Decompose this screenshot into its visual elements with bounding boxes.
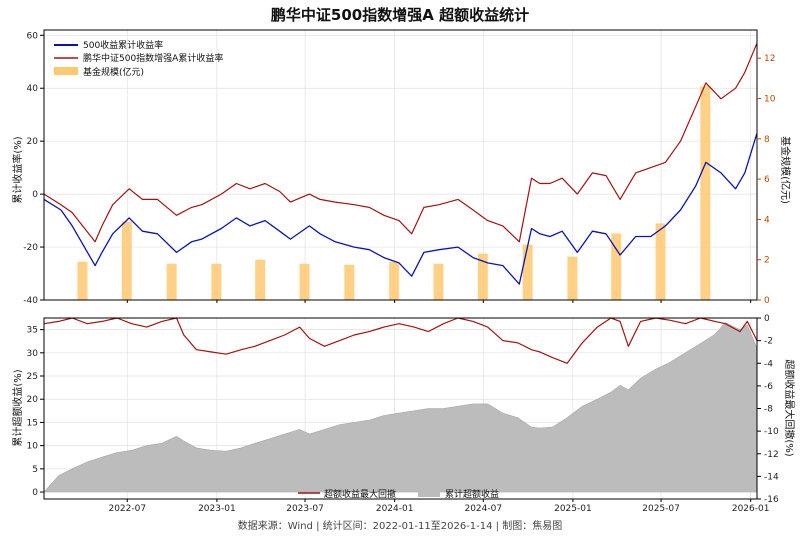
legend-label-excess: 累计超额收益 [445,488,499,500]
tick-label-x: 2023-07 [286,504,324,514]
top-plot-frame [43,29,758,301]
bottom-drawdown-line [43,317,758,364]
legend-label-fund: 鹏华中证500指数增强A累计收益率 [83,52,223,64]
tick-label-x: 2024-07 [464,504,502,514]
legend-swatch-excess [418,489,440,497]
fund-size-bar [121,221,132,300]
tick-label-y2: 0 [764,296,770,306]
tick-label-y: 10 [27,442,39,452]
tick-label-y: 35 [27,326,38,336]
tick-label-y2: 2 [764,256,770,266]
fund-size-bar [522,244,533,300]
tick-label-y: 20 [27,395,39,405]
top-legend: 500收益累计收益率 鹏华中证500指数增强A累计收益率 基金规模(亿元) [54,39,223,78]
tick-label-y2: -16 [764,495,779,505]
tick-label-y: 0 [32,190,38,200]
tick-label-y: 60 [27,31,39,41]
tick-label-x: 2022-07 [108,504,146,514]
tick-label-y2: 6 [764,175,770,185]
tick-label-y2: 12 [764,54,775,64]
tick-label-y2: -12 [764,450,779,460]
legend-label-500: 500收益累计收益率 [83,39,163,51]
tick-label-y2: -8 [764,405,773,415]
bottom-ylabel: 累计超额收益(%) [11,369,24,446]
drawdown-line [43,317,758,364]
tick-label-x: 2026-01 [732,504,770,514]
tick-label-y: 25 [27,372,38,382]
tick-label-x: 2025-07 [642,504,680,514]
top-axis-ticks: -40 -20 0 20 40 60 0 2 4 6 8 10 12 [23,31,775,306]
chart-title: 鹏华中证500指数增强A 超额收益统计 [271,6,529,24]
tick-label-y: 0 [32,488,38,498]
tick-label-y: 40 [27,84,39,94]
fund-size-bar [477,253,488,300]
fund-size-bar [700,86,711,300]
tick-label-y: -40 [23,296,38,306]
tick-label-y2: 4 [764,215,770,225]
tick-label-y: 30 [27,349,39,359]
tick-label-y2: 8 [764,135,770,145]
fund-size-bar [255,259,266,300]
series-line-fund [43,42,758,243]
fund-size-bar [433,263,444,300]
fund-size-bar [211,263,222,300]
bottom-y2label: 超额收益最大回撤(%) [783,359,796,456]
legend-label-drawdown: 超额收益最大回撤 [324,488,396,500]
fund-size-bar [611,233,622,300]
tick-label-y2: -2 [764,337,773,347]
tick-label-y2: -4 [764,359,773,369]
bottom-legend: 超额收益最大回撤 累计超额收益 [298,488,499,500]
tick-label-y: -20 [23,243,38,253]
fund-size-bar [567,256,578,300]
top-ylabel: 累计收益率(%) [11,136,24,203]
tick-label-y2: -10 [764,427,779,437]
tick-label-y: 20 [27,137,39,147]
tick-label-y2: 0 [764,314,770,324]
bottom-excess-area [43,322,758,493]
legend-swatch-size [54,67,78,75]
fund-size-bar [344,264,355,300]
fund-size-bar [299,263,310,300]
footer-source: 数据来源：Wind | 统计区间：2022-01-11至2026-1-14 | … [238,519,562,532]
excess-return-area [43,322,758,493]
legend-label-size: 基金规模(亿元) [83,66,144,78]
tick-label-x: 2023-01 [198,504,236,514]
top-fund-size-bars [77,86,711,300]
tick-label-x: 2025-01 [554,504,592,514]
top-return-lines [43,42,758,285]
tick-label-y2: -14 [764,472,779,482]
top-grid [44,30,757,301]
fund-size-bar [166,263,177,300]
tick-label-y2: -6 [764,382,773,392]
series-line-500 [43,133,758,285]
tick-label-y2: 10 [764,95,776,105]
bottom-axis-ticks: 0 5 10 15 20 25 30 35 2022-07 2023-01 2023-07 2024-… [27,314,779,514]
tick-label-x: 2024-01 [376,504,414,514]
tick-label-y: 5 [32,465,38,475]
top-y2label: 基金规模(亿元) [779,136,792,204]
fund-size-bar [77,261,88,300]
fund-size-bar [389,261,400,300]
tick-label-y: 15 [27,418,38,428]
fund-size-bar [655,223,666,300]
